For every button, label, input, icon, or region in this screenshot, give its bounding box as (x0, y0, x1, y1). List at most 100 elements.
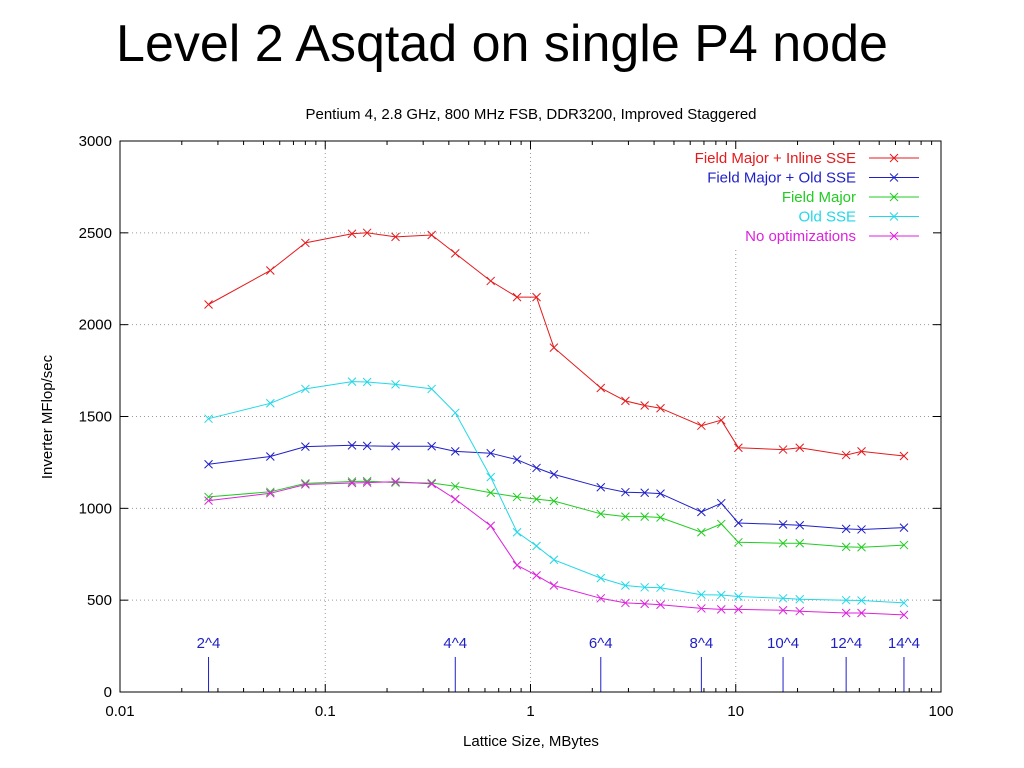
x-tick-label: 1 (526, 703, 534, 720)
data-point (640, 582, 650, 592)
data-point (778, 538, 788, 548)
data-point (795, 520, 805, 530)
data-point (656, 489, 665, 498)
data-point (889, 212, 899, 221)
annotation-label: 8^4 (690, 635, 714, 652)
data-point (841, 595, 851, 605)
data-point (778, 605, 788, 615)
data-point (889, 153, 899, 163)
data-point (697, 507, 706, 517)
series-3 (204, 476, 909, 552)
y-tick-label: 2500 (79, 225, 112, 242)
data-point (857, 608, 866, 618)
data-point (301, 238, 310, 248)
series-5 (204, 477, 909, 620)
data-point (889, 231, 899, 241)
data-point (391, 232, 400, 242)
data-point (899, 451, 909, 461)
data-point (391, 477, 400, 487)
data-point (204, 300, 213, 309)
data-point (716, 590, 726, 600)
data-point (204, 496, 213, 505)
data-point (621, 581, 630, 590)
data-point (301, 384, 310, 394)
data-point (512, 455, 522, 465)
data-point (362, 377, 372, 387)
series-line (208, 381, 905, 604)
series-line (208, 232, 905, 457)
annotation-label: 2^4 (197, 635, 221, 652)
series-line (208, 480, 905, 548)
data-point (640, 488, 650, 498)
data-point (347, 229, 357, 239)
y-tick-label: 0 (104, 684, 112, 701)
data-point (532, 494, 541, 504)
data-point (640, 512, 650, 521)
data-point (899, 598, 909, 608)
data-point (486, 448, 496, 458)
data-point (512, 292, 522, 302)
data-point (795, 443, 805, 453)
data-point (778, 445, 788, 454)
data-point (596, 573, 606, 583)
data-point (265, 488, 275, 498)
data-point (899, 523, 909, 532)
data-point (899, 610, 909, 620)
series-2 (204, 440, 909, 534)
data-point (697, 421, 706, 431)
legend-label: Field Major + Old SSE (707, 170, 856, 187)
data-point (889, 192, 899, 202)
y-tick-label: 3000 (79, 133, 112, 150)
chart-title: Pentium 4, 2.8 GHz, 800 MHz FSB, DDR3200… (305, 106, 756, 123)
data-point (734, 604, 743, 614)
x-axis-label: Lattice Size, MBytes (463, 733, 599, 750)
data-point (697, 590, 706, 600)
data-point (486, 521, 496, 531)
data-point (391, 441, 400, 451)
x-tick-label: 0.1 (315, 703, 336, 720)
data-point (532, 292, 541, 302)
data-point (265, 452, 275, 461)
data-point (697, 527, 706, 537)
data-point (899, 540, 909, 550)
data-point (596, 509, 606, 519)
data-point (841, 542, 851, 552)
data-point (427, 479, 437, 489)
data-point (857, 542, 866, 552)
data-point (532, 463, 541, 473)
data-point (889, 173, 899, 182)
grid (120, 141, 941, 692)
data-point (301, 479, 310, 488)
data-point (362, 228, 372, 238)
data-point (549, 470, 559, 479)
data-point (347, 440, 357, 450)
data-point (841, 450, 851, 460)
annotation-label: 4^4 (443, 635, 467, 652)
data-point (549, 343, 559, 352)
data-point (549, 581, 559, 590)
data-point (486, 276, 496, 286)
data-point (204, 414, 213, 424)
series-1 (204, 228, 909, 461)
data-point (450, 481, 460, 491)
annotation-label: 14^4 (888, 635, 920, 652)
data-point (795, 606, 805, 616)
data-point (427, 230, 437, 240)
data-point (734, 518, 743, 528)
data-point (512, 560, 522, 570)
slide-title: Level 2 Asqtad on single P4 node (116, 15, 888, 73)
data-point (391, 478, 400, 487)
data-point (450, 447, 460, 456)
y-tick-label: 1500 (79, 409, 112, 426)
legend-label: Field Major + Inline SSE (695, 150, 856, 167)
data-point (427, 441, 437, 451)
data-point (841, 524, 851, 534)
data-point (621, 598, 630, 608)
data-point (450, 408, 460, 418)
data-point (486, 472, 496, 482)
data-point (621, 487, 630, 497)
series-4 (204, 377, 909, 608)
data-point (857, 525, 866, 534)
data-point (697, 604, 706, 613)
data-point (621, 512, 630, 521)
